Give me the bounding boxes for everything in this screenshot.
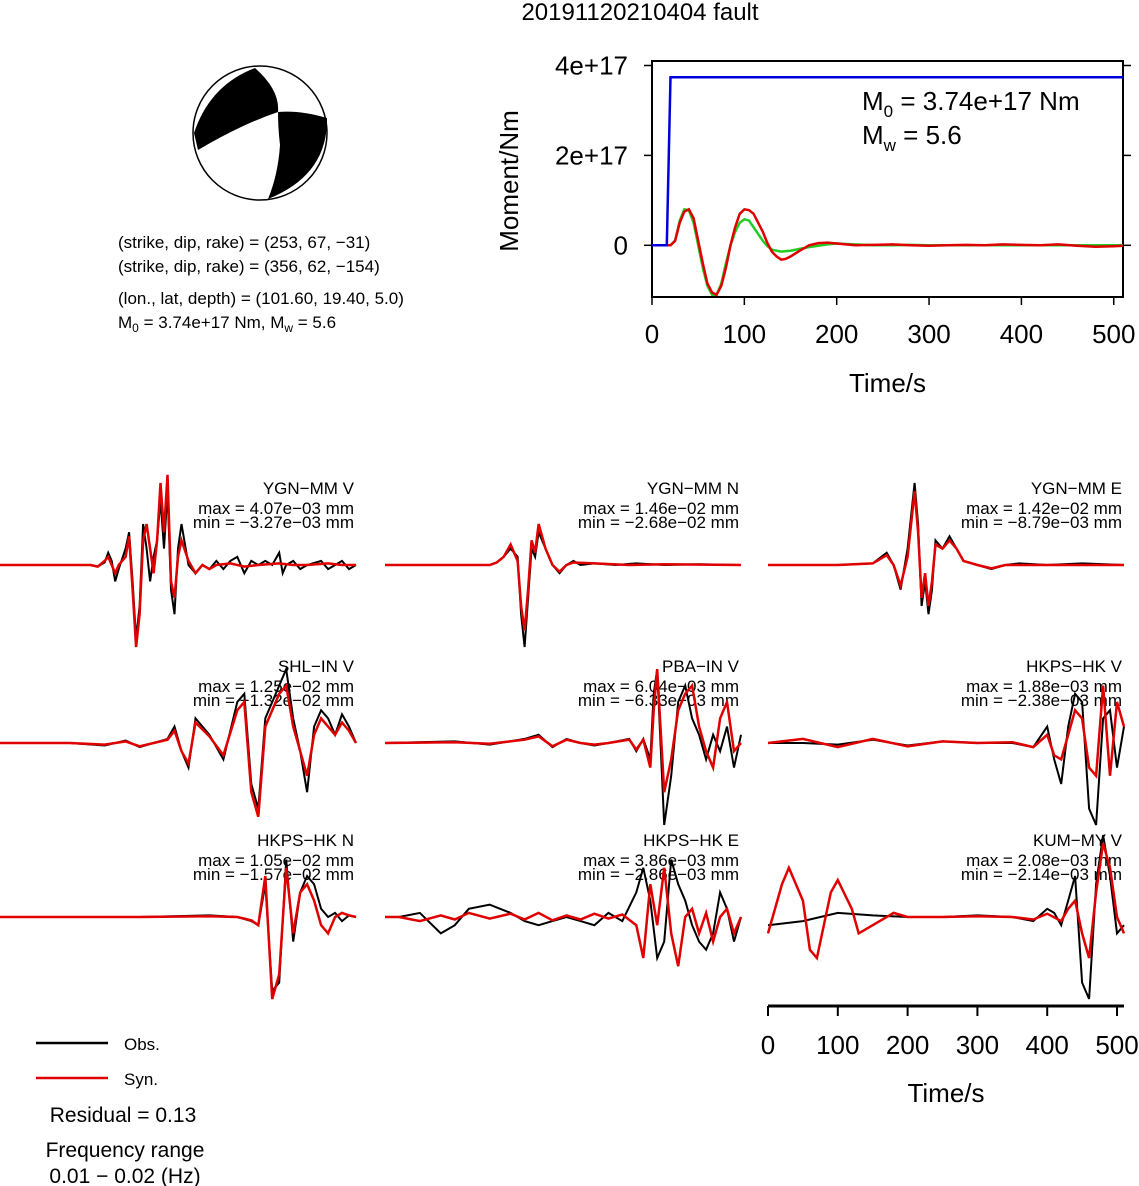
synthetic-trace xyxy=(385,867,743,967)
max-amplitude-label: max = 1.25e−02 mm xyxy=(198,677,354,696)
moment-y-axis-label: Moment/Nm xyxy=(494,110,524,252)
figure-title: 20191120210404 fault xyxy=(521,0,758,26)
min-amplitude-label: min = −8.79e−03 mm xyxy=(961,513,1122,532)
station-label: YGN−MM E xyxy=(1031,479,1122,498)
moment-time-chart: 0 100 200 300 400 500 0 2e+17 4e+17 Time/s Moment/… xyxy=(494,50,1135,398)
time-axis-tick-label: 300 xyxy=(956,1030,999,1060)
synthetic-trace xyxy=(766,842,1126,961)
max-amplitude-label: max = 3.86e−03 mm xyxy=(583,851,739,870)
station-label: HKPS−HK E xyxy=(643,831,739,850)
moment-mw-label: Mw = 5.6 xyxy=(862,120,962,155)
moment-x-tick-label: 500 xyxy=(1092,319,1135,349)
station-label: HKPS−HK V xyxy=(1026,657,1123,676)
moment-m0-label: M0 = 3.74e+17 Nm xyxy=(862,86,1080,121)
time-axis-tick-label: 400 xyxy=(1026,1030,1069,1060)
synthetic-trace xyxy=(384,669,742,793)
station-label: YGN−MM N xyxy=(647,479,739,498)
moment-x-tick-label: 300 xyxy=(907,319,950,349)
min-amplitude-label: min = −3.27e−03 mm xyxy=(193,513,354,532)
frequency-range: 0.01 − 0.02 (Hz) xyxy=(49,1165,200,1186)
min-amplitude-label: min = −1.57e−02 mm xyxy=(193,865,354,884)
moment-plot-frame xyxy=(651,60,1124,298)
moment-summary: M0 = 3.74e+17 Nm, Mw = 5.6 xyxy=(118,313,336,335)
min-amplitude-label: min = −2.86e−03 mm xyxy=(578,865,739,884)
max-amplitude-label: max = 4.07e−03 mm xyxy=(198,499,354,518)
max-amplitude-label: max = 6.04e−03 mm xyxy=(583,677,739,696)
max-amplitude-label: max = 1.46e−02 mm xyxy=(583,499,739,518)
moment-axes: 0 100 200 300 400 500 0 2e+17 4e+17 Time/s Moment/… xyxy=(494,50,1135,398)
synthetic-trace xyxy=(385,523,742,631)
moment-series-cumulative xyxy=(652,75,1123,247)
moment-x-tick-label: 100 xyxy=(723,319,766,349)
max-amplitude-label: max = 2.08e−03 mm xyxy=(966,851,1122,870)
station-label: KUM−MY V xyxy=(1033,831,1123,850)
focal-mechanism-beachball xyxy=(192,65,328,201)
observed-trace xyxy=(385,528,742,648)
time-axis-label: Time/s xyxy=(907,1078,984,1108)
observed-trace xyxy=(385,859,742,962)
max-amplitude-label: max = 1.42e−02 mm xyxy=(966,499,1122,518)
residual-label: Residual = 0.13 xyxy=(50,1104,197,1127)
synthetic-trace xyxy=(0,682,358,818)
station-label: SHL−IN V xyxy=(278,657,355,676)
station-label: HKPS−HK N xyxy=(257,831,354,850)
station-label: YGN−MM V xyxy=(263,479,355,498)
nodal-plane-1: (strike, dip, rake) = (253, 67, −31) xyxy=(118,233,370,252)
synthetic-trace xyxy=(0,474,356,648)
moment-series xyxy=(652,75,1124,297)
observed-trace xyxy=(0,491,357,639)
moment-y-tick-label: 4e+17 xyxy=(555,50,628,80)
station-label: PBA−IN V xyxy=(662,657,740,676)
min-amplitude-label: min = −2.68e−02 mm xyxy=(578,513,739,532)
moment-x-axis-label: Time/s xyxy=(849,368,926,398)
time-axis-tick-label: 200 xyxy=(886,1030,929,1060)
time-axis-tick-label: 100 xyxy=(816,1030,859,1060)
moment-series-rate_red xyxy=(652,207,1124,297)
time-axis-tick-label: 500 xyxy=(1095,1030,1138,1060)
max-amplitude-label: max = 1.05e−02 mm xyxy=(198,851,354,870)
moment-x-tick-label: 200 xyxy=(815,319,858,349)
mechanism-info: (strike, dip, rake) = (253, 67, −31) (st… xyxy=(118,233,404,335)
min-amplitude-label: min = −2.14e−03 mm xyxy=(961,865,1122,884)
max-amplitude-label: max = 1.88e−03 mm xyxy=(966,677,1122,696)
synthetic-trace xyxy=(0,867,357,1000)
moment-x-tick-label: 0 xyxy=(645,319,659,349)
nodal-plane-2: (strike, dip, rake) = (356, 62, −154) xyxy=(118,257,380,276)
min-amplitude-label: min = −2.38e−03 mm xyxy=(961,691,1122,710)
observed-trace xyxy=(768,691,1125,826)
legend-syn-label: Syn. xyxy=(124,1070,158,1089)
legend-obs-label: Obs. xyxy=(124,1035,160,1054)
frequency-title: Frequency range xyxy=(46,1139,205,1162)
moment-x-tick-label: 400 xyxy=(1000,319,1043,349)
synthetic-trace xyxy=(767,685,1126,779)
moment-y-tick-label: 0 xyxy=(614,230,628,260)
event-location: (lon., lat, depth) = (101.60, 19.40, 5.0… xyxy=(118,289,404,308)
waveform-time-axis: 0 100 200 300 400 500 Time/s xyxy=(761,1004,1139,1108)
synthetic-trace xyxy=(768,491,1124,607)
legend: Obs. Syn. Residual = 0.13 Frequency rang… xyxy=(36,1035,204,1186)
time-axis-tick-label: 0 xyxy=(761,1030,775,1060)
moment-y-tick-label: 2e+17 xyxy=(555,140,628,170)
